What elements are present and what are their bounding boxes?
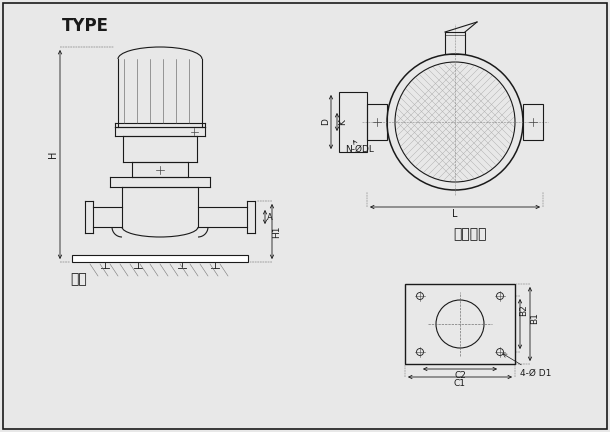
Text: 底板: 底板 <box>70 272 87 286</box>
Text: K: K <box>339 119 348 125</box>
Text: D: D <box>321 118 331 125</box>
Bar <box>445 32 465 54</box>
Bar <box>72 255 248 262</box>
Text: TYPE: TYPE <box>62 17 109 35</box>
Bar <box>339 92 367 152</box>
Text: B1: B1 <box>531 312 539 324</box>
Text: 底板尺寸: 底板尺寸 <box>453 227 487 241</box>
Text: 4-Ø D1: 4-Ø D1 <box>503 354 551 378</box>
Bar <box>523 104 543 140</box>
Bar <box>405 284 515 364</box>
Text: L: L <box>452 209 458 219</box>
Text: B2: B2 <box>520 304 528 316</box>
Text: H: H <box>48 151 58 158</box>
Text: H1: H1 <box>273 225 281 238</box>
Text: C1: C1 <box>454 379 466 388</box>
Text: N-ØDL: N-ØDL <box>345 141 374 154</box>
Text: A: A <box>267 213 273 222</box>
Bar <box>367 104 387 140</box>
Text: C2: C2 <box>454 372 466 381</box>
